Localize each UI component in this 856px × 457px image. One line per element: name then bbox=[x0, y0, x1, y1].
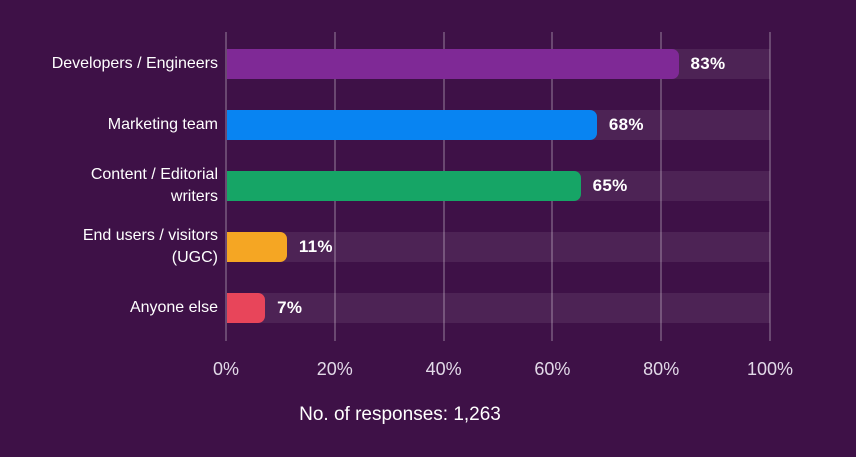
x-tick-label: 40% bbox=[425, 359, 462, 379]
category-label: Marketing team bbox=[107, 116, 218, 133]
category-label: End users / visitors (UGC) bbox=[82, 227, 218, 266]
category-label: Developers / Engineers bbox=[51, 55, 218, 72]
bar-track bbox=[227, 232, 770, 262]
x-tick-label: 80% bbox=[643, 359, 680, 379]
bar-developers-engineers bbox=[227, 49, 679, 79]
x-tick-label: 60% bbox=[534, 359, 571, 379]
category-label: Anyone else bbox=[129, 299, 218, 316]
bar-value-label: 11% bbox=[298, 237, 333, 256]
x-tick-label: 100% bbox=[746, 359, 794, 379]
bar-content-editorial-writers bbox=[227, 171, 581, 201]
gridline-80pct bbox=[660, 32, 663, 341]
bar-end-users-visitors bbox=[227, 232, 287, 262]
gridline-100pct bbox=[769, 32, 771, 341]
x-tick-label: 0% bbox=[212, 359, 240, 379]
chart-caption: No. of responses: 1,263 bbox=[299, 404, 501, 425]
bar-value-label: 83% bbox=[690, 54, 726, 73]
bar-value-label: 68% bbox=[608, 115, 644, 134]
category-label: Content / Editorial writers bbox=[90, 166, 218, 205]
bar-anyone-else bbox=[227, 293, 266, 323]
bar-track bbox=[227, 293, 770, 323]
x-tick-label: 20% bbox=[316, 359, 353, 379]
bar-value-label: 65% bbox=[592, 176, 628, 195]
plot-area: 83% 68% 65% 11% 7% bbox=[225, 32, 771, 341]
bar-marketing-team bbox=[227, 110, 597, 140]
x-axis: 0% 20% 40% 60% 80% 100% bbox=[213, 359, 793, 383]
gridline-0pct bbox=[225, 32, 227, 341]
bar-value-label: 7% bbox=[277, 298, 303, 317]
